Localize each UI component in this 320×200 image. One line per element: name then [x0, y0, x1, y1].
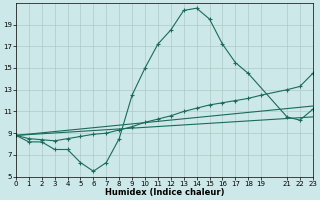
X-axis label: Humidex (Indice chaleur): Humidex (Indice chaleur): [105, 188, 224, 197]
